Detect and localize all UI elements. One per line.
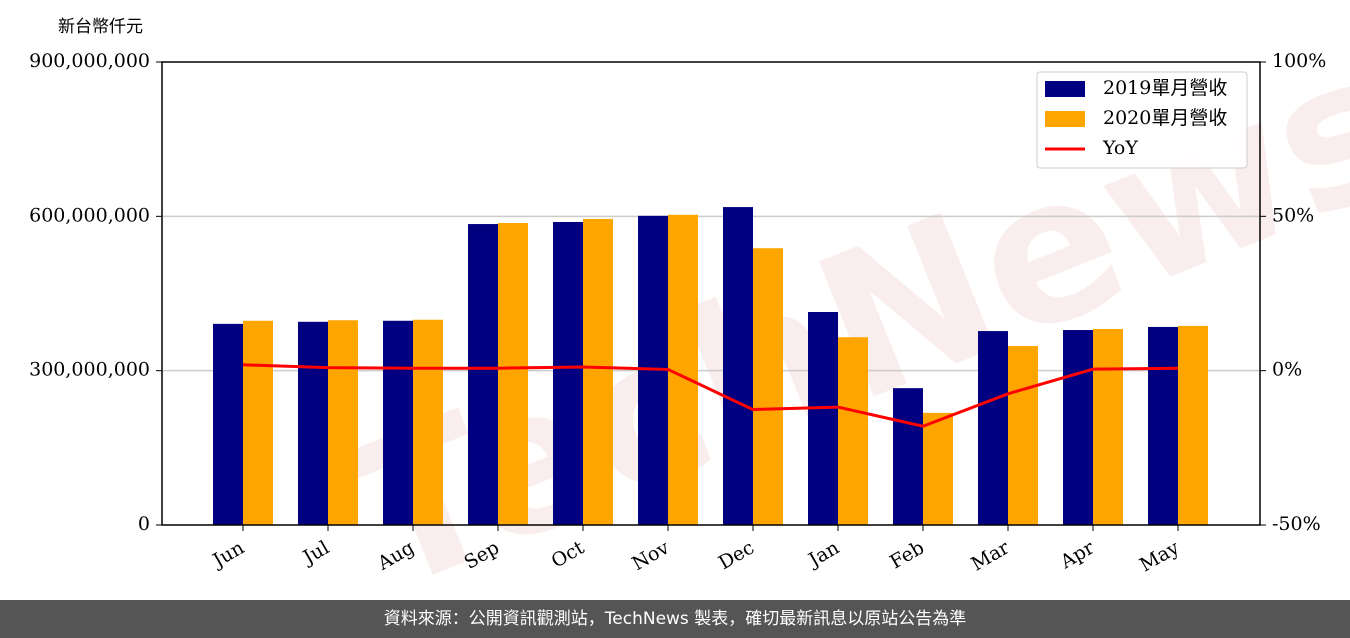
y2-tick-label: 0%	[1272, 359, 1302, 381]
legend-label: YoY	[1102, 137, 1138, 159]
plot-frame	[161, 61, 1261, 526]
bar	[808, 312, 838, 525]
footer-bar	[0, 600, 1350, 638]
legend-box	[1036, 71, 1248, 169]
bar	[1178, 325, 1208, 525]
bar	[1148, 326, 1178, 525]
x-tick-label: Jan	[803, 537, 843, 573]
y2-tick-label: 50%	[1272, 204, 1314, 226]
bar	[213, 323, 243, 525]
y2-tick-label: 100%	[1272, 50, 1326, 72]
legend-swatch	[1045, 111, 1085, 127]
x-tick-label: Dec	[715, 537, 758, 575]
line	[242, 363, 1179, 428]
x-tick-label: Apr	[1056, 536, 1099, 573]
x-tick-label: Jun	[207, 537, 248, 573]
bar	[328, 320, 358, 525]
bar	[413, 319, 443, 525]
bar	[298, 321, 328, 525]
footer: 資料來源：公開資訊觀測站，TechNews 製表，確切最新訊息以原站公告為準	[384, 609, 966, 629]
bar	[923, 412, 953, 525]
bar	[583, 218, 613, 525]
y-tick-label: 0	[138, 513, 150, 535]
bar	[498, 223, 528, 525]
x-tick-label: Mar	[967, 536, 1013, 575]
bar	[838, 337, 868, 525]
y-tick-label: 600,000,000	[29, 204, 150, 226]
y-tick-label: 900,000,000	[29, 50, 150, 72]
bar	[1008, 345, 1038, 525]
bar	[753, 248, 783, 525]
legend-swatch	[1045, 81, 1085, 97]
legend-label: 2019單月營收	[1103, 77, 1227, 99]
bar	[1093, 328, 1123, 525]
bar	[468, 224, 498, 526]
bar	[1063, 330, 1093, 525]
legend-label: 2020單月營收	[1103, 107, 1227, 129]
bar	[668, 214, 698, 526]
bar	[893, 388, 923, 525]
y-axis-title: 新台幣仟元	[58, 17, 143, 37]
bar	[243, 320, 273, 525]
y-tick-label: 300,000,000	[29, 359, 150, 381]
x-tick-label: May	[1136, 536, 1183, 576]
bar	[383, 320, 413, 525]
x-tick-label: Jul	[298, 537, 333, 570]
bar	[553, 221, 583, 525]
bar	[978, 331, 1008, 525]
bar	[723, 207, 753, 525]
x-tick-label: Feb	[886, 537, 928, 574]
y2-tick-label: -50%	[1272, 513, 1321, 535]
